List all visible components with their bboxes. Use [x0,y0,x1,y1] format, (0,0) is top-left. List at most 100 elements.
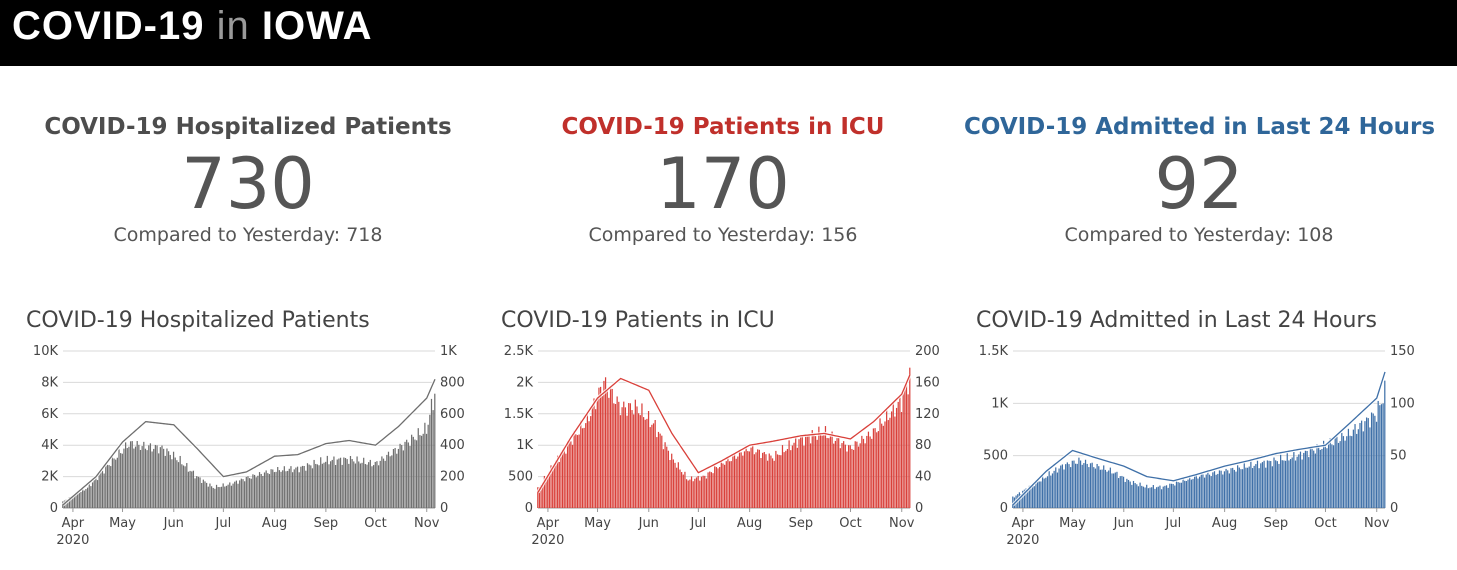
bar [126,448,128,508]
bar [1280,454,1282,508]
y-right-tick-label: 40 [915,470,932,485]
bar [1194,476,1196,508]
header-banner: COVID-19 in IOWA [0,0,1457,66]
y-left-tick-label: 1K [516,438,533,453]
bar [1131,484,1133,508]
bar [373,465,375,508]
bar [651,424,653,508]
bar [1250,461,1252,508]
bar [1159,485,1161,508]
bar [547,474,549,508]
bar [1036,481,1039,508]
bar [1294,460,1297,508]
bar [1134,483,1136,508]
bar [78,492,80,508]
bar [1289,459,1292,508]
bar [432,410,434,508]
bar [1094,468,1097,508]
bar [700,476,703,508]
bar [67,499,69,508]
bar [763,451,765,508]
bar [712,473,714,508]
bar [844,444,846,508]
bar [1323,440,1325,508]
bar [872,428,875,508]
bar [1056,472,1059,508]
bar [258,472,261,508]
bar [801,434,803,508]
kpi-compare: Compared to Yesterday: 156 [588,224,858,246]
banner-title: COVID-19 in IOWA [12,4,373,49]
bar [1303,452,1305,508]
bar [1075,463,1077,508]
bar [679,469,681,508]
bar [1199,476,1201,508]
bar [654,420,656,508]
bar [1068,464,1070,508]
bar [1025,488,1027,508]
bar [805,434,807,508]
bar [709,471,711,508]
bar [1255,464,1257,508]
bar [543,475,546,508]
bar [659,433,661,508]
bar [220,486,223,508]
bar [1362,431,1364,508]
bar [1222,474,1224,508]
bar [291,472,294,508]
bar [1164,485,1166,508]
bar [800,437,802,508]
bar [1051,473,1054,508]
bar [742,455,744,508]
bar [68,497,71,508]
bar [1215,474,1217,508]
bar [1377,400,1379,508]
bar [1344,440,1346,508]
bar [110,466,112,508]
bar [613,403,615,508]
bar [795,436,797,508]
bar [257,475,259,508]
bar [391,455,393,508]
bar [1301,459,1303,508]
bar [649,427,651,508]
bar [1167,487,1169,508]
bar [1220,470,1222,508]
bar [305,470,307,508]
bar [1032,484,1034,508]
bar [552,470,554,508]
bar [661,435,663,508]
bar [634,399,636,508]
bar [1311,448,1313,508]
bar [1238,467,1240,508]
bar [328,464,330,508]
bar [836,438,838,508]
bar [62,501,64,508]
bar [1361,420,1363,508]
bar [578,434,580,508]
bar [1258,468,1260,508]
bar [172,451,175,508]
kpi-hospitalized: COVID-19 Hospitalized Patients 730 Compa… [13,110,483,248]
bar [1066,462,1068,508]
bar [1218,470,1221,508]
y-right-tick-label: 0 [1390,501,1398,516]
bar [1108,470,1110,508]
bar [177,462,180,508]
bar [123,448,125,508]
bar [181,464,183,508]
bar [331,459,333,508]
bar [788,440,790,508]
bar [1334,437,1336,508]
bar [278,470,280,508]
bar [1230,468,1232,508]
bar [113,458,115,508]
kpi-value: 730 [181,143,315,225]
bar [98,474,100,508]
x-year-label: 2020 [56,533,89,548]
bar [315,463,317,508]
bar [245,476,247,508]
bar [725,461,727,508]
bar [96,480,99,508]
bar [1248,466,1250,508]
